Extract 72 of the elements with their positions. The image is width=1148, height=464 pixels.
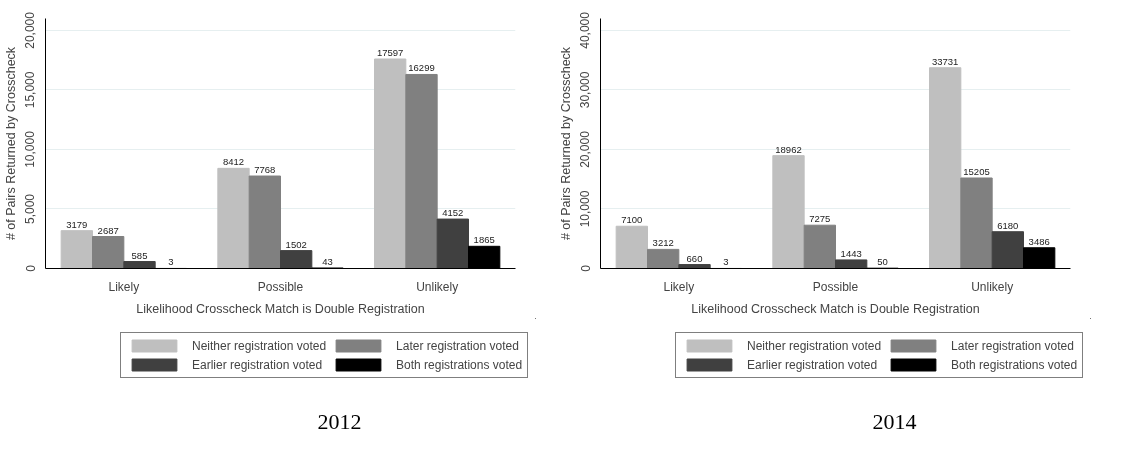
legend-label: Later registration voted	[396, 338, 519, 353]
x-tick-label: Possible	[812, 279, 859, 294]
legend-label: Neither registration voted	[192, 338, 327, 353]
bar	[280, 250, 313, 269]
data-label: 3486	[1028, 235, 1050, 247]
y-tick-label: 10,000	[23, 130, 38, 168]
bar	[405, 73, 438, 269]
legend-label: Both registrations voted	[951, 357, 1078, 372]
data-label: 15205	[963, 165, 990, 177]
y-tick-label: 20,000	[578, 130, 593, 168]
data-label: 3	[168, 256, 174, 268]
data-label: 50	[877, 256, 888, 268]
bar	[615, 225, 648, 269]
y-tick-label: 0	[23, 264, 38, 272]
data-label: 18962	[775, 143, 802, 155]
y-tick-label: 30,000	[578, 71, 593, 109]
data-label: 3	[723, 256, 729, 268]
text: 2012	[317, 409, 362, 435]
x-tick-label: Unlikely	[971, 279, 1014, 294]
bar	[92, 236, 125, 269]
y-tick-label: 0	[578, 264, 593, 272]
data-label: 3212	[652, 237, 674, 249]
bar	[374, 58, 407, 269]
data-label: 33731	[931, 55, 959, 67]
data-label: 7768	[254, 164, 276, 176]
data-label: 2687	[97, 224, 119, 236]
data-label: 43	[322, 255, 333, 267]
legend-label: Both registrations voted	[396, 357, 523, 372]
data-label: 17597	[376, 47, 404, 59]
bar	[678, 264, 711, 269]
bar	[647, 248, 680, 269]
legend-label: Later registration voted	[951, 338, 1074, 353]
x-axis-title: Likelihood Crosscheck Match is Double Registration	[136, 301, 425, 316]
data-label: 8412	[222, 156, 245, 168]
legend-label: Earlier registration voted	[747, 357, 878, 372]
data-label: 4152	[442, 207, 464, 219]
y-tick-label: 5,000	[23, 193, 38, 224]
bar	[929, 67, 962, 269]
data-label: 7100	[621, 214, 643, 226]
bar	[991, 231, 1024, 269]
x-tick-label: Possible	[257, 279, 304, 294]
bar	[436, 218, 469, 269]
data-label: 16299	[408, 62, 435, 74]
data-label: 1443	[840, 247, 862, 259]
x-tick-label: Unlikely	[416, 279, 459, 294]
y-axis-title: # of Pairs Returned by Crosscheck	[558, 46, 573, 241]
data-label: 7275	[809, 213, 831, 225]
bar	[772, 155, 805, 269]
bar	[60, 230, 93, 269]
bar	[835, 259, 868, 269]
x-tick-label: Likely	[108, 279, 140, 294]
legend-label: Earlier registration voted	[192, 357, 323, 372]
y-tick-label: 40,000	[578, 11, 593, 49]
data-label: 3179	[66, 218, 88, 230]
bar	[960, 177, 993, 269]
data-label: 1502	[285, 238, 307, 250]
data-label: 660	[686, 252, 703, 264]
bar	[248, 175, 281, 269]
text: 2014	[872, 409, 917, 435]
y-tick-label: 10,000	[578, 190, 593, 228]
y-axis-title: # of Pairs Returned by Crosscheck	[3, 46, 18, 241]
legend-label: Neither registration voted	[747, 338, 882, 353]
x-tick-label: Likely	[663, 279, 695, 294]
data-label: 585	[131, 249, 148, 261]
y-tick-label: 15,000	[23, 71, 38, 109]
x-axis-title: Likelihood Crosscheck Match is Double Registration	[691, 301, 980, 316]
data-label: 1865	[473, 234, 495, 246]
y-tick-label: 20,000	[23, 11, 38, 49]
bar	[217, 167, 250, 269]
data-label: 6180	[997, 219, 1019, 231]
bar	[803, 224, 836, 269]
bar	[123, 261, 156, 269]
